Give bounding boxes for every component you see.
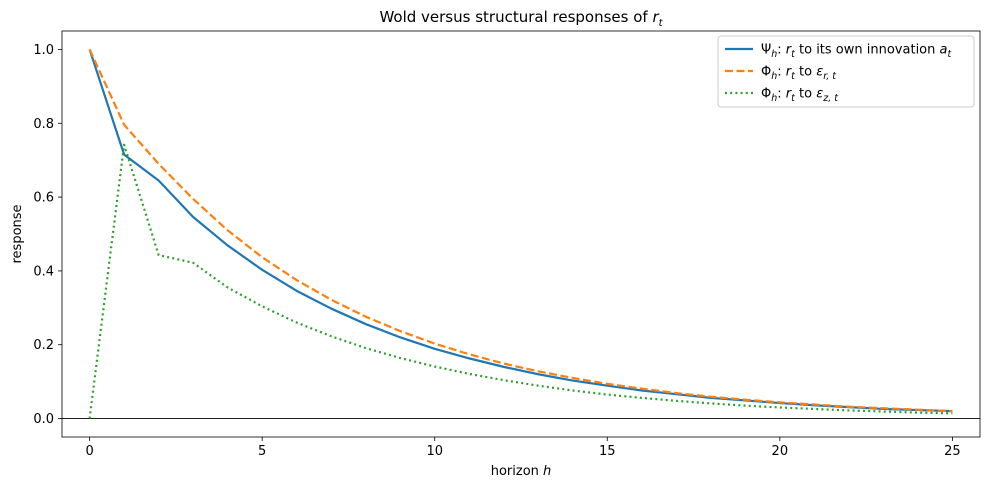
series-line-1	[88, 49, 953, 413]
series-layer	[88, 48, 953, 419]
legend-label-part: to its own innovation	[795, 43, 940, 58]
legend-label-part: :	[777, 43, 786, 58]
legend-label-part: r	[786, 65, 793, 80]
legend-label-part: to	[795, 87, 816, 102]
legend-label-part: z, t	[822, 93, 839, 104]
x-tick-label: 25	[944, 444, 961, 459]
legend-label-part: :	[777, 65, 786, 80]
legend-label-1: Ψh: rt to its own innovation at	[761, 43, 952, 61]
legend-label-part: to	[795, 65, 816, 80]
y-tick-label: 0.8	[33, 117, 54, 132]
chart-title-math: r	[652, 8, 659, 26]
legend-label-part: :	[777, 87, 786, 102]
legend-label-part: a	[940, 43, 948, 58]
y-tick-label: 1.0	[33, 43, 54, 58]
series-line-2	[88, 48, 953, 413]
x-tick-label: 0	[85, 444, 93, 459]
chart-title: Wold versus structural responses of rt	[379, 8, 663, 29]
legend-label-2: Φh: rt to εr, t	[761, 65, 837, 83]
legend-label-part: h	[771, 71, 777, 82]
legend-label-part: h	[771, 93, 777, 104]
legend-label-part: h	[771, 49, 777, 60]
legend-label-part: r	[786, 43, 793, 58]
x-axis-label-text: horizon	[491, 464, 543, 479]
y-tick-label: 0.0	[33, 412, 54, 427]
x-tick-label: 5	[258, 444, 266, 459]
ticks-layer: 0 5 10 15 20 25 0.0 0.2 0.4 0.6 0.8 1.0	[33, 43, 960, 459]
plot-area-frame	[61, 30, 981, 438]
legend-label-part: Φ	[761, 65, 771, 80]
legend-label-part: r, t	[823, 71, 837, 82]
legend-box	[717, 35, 975, 108]
y-tick-label: 0.4	[33, 264, 54, 279]
legend-label-part: t	[791, 93, 796, 104]
chart-title-text: Wold versus structural responses of	[379, 8, 652, 26]
legend-label-part: t	[947, 49, 952, 60]
x-tick-label: 10	[426, 444, 443, 459]
y-tick-label: 0.2	[33, 338, 54, 353]
x-tick-label: 20	[772, 444, 789, 459]
chart-title-math-sub: t	[659, 18, 664, 29]
legend-label-part: Ψ	[761, 43, 771, 58]
legend-label-part: ε	[816, 87, 823, 102]
legend-label-3: Φh: rt to εz, t	[761, 87, 839, 105]
legend-label-part: ε	[816, 65, 823, 80]
x-axis-label-math: h	[543, 464, 551, 479]
y-tick-label: 0.6	[33, 191, 54, 206]
y-axis-label: response	[10, 204, 25, 263]
x-tick-label: 15	[599, 444, 616, 459]
x-axis-label: horizon h	[491, 464, 552, 479]
legend-label-part: t	[791, 49, 796, 60]
legend-label-part: r	[786, 87, 793, 102]
legend-label-part: t	[791, 71, 796, 82]
legend-label-part: Φ	[761, 87, 771, 102]
